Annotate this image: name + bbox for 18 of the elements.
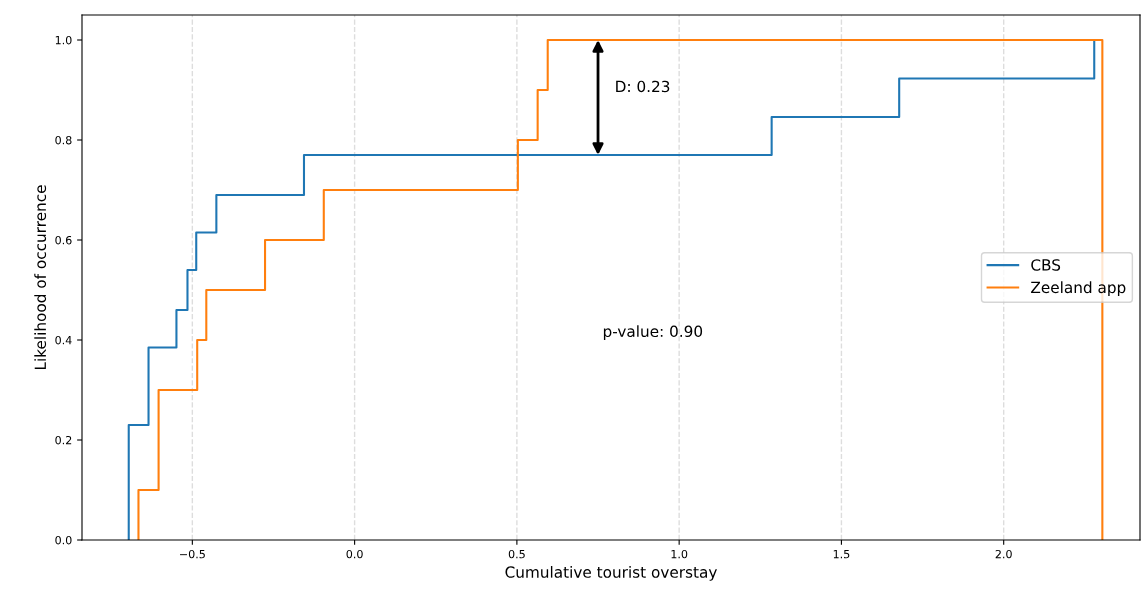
y-tick-label: 0.2 (55, 435, 72, 445)
x-tick-label: 0.0 (346, 549, 363, 559)
y-tick-label: 1.0 (55, 35, 72, 45)
y-tick-label: 0.8 (55, 135, 72, 145)
y-axis-title: Likelihood of occurrence (34, 185, 47, 370)
y-tick-label: 0.6 (55, 235, 72, 245)
legend-label: CBS (1031, 259, 1061, 271)
y-tick-label: 0.0 (55, 535, 72, 545)
annotation: D: 0.23 (616, 80, 670, 93)
x-tick-label: 0.5 (508, 549, 525, 559)
y-tick-label: 0.4 (55, 335, 72, 345)
x-tick-label: 1.0 (671, 549, 688, 559)
legend-label: Zeeland app (1031, 281, 1126, 297)
annotation: p-value: 0.90 (603, 325, 703, 341)
x-tick-label: 2.0 (995, 549, 1012, 559)
x-tick-label: 1.5 (833, 550, 850, 559)
x-axis-title: Cumulative tourist overstay (505, 566, 717, 581)
x-tick-label: −0.5 (180, 549, 205, 559)
